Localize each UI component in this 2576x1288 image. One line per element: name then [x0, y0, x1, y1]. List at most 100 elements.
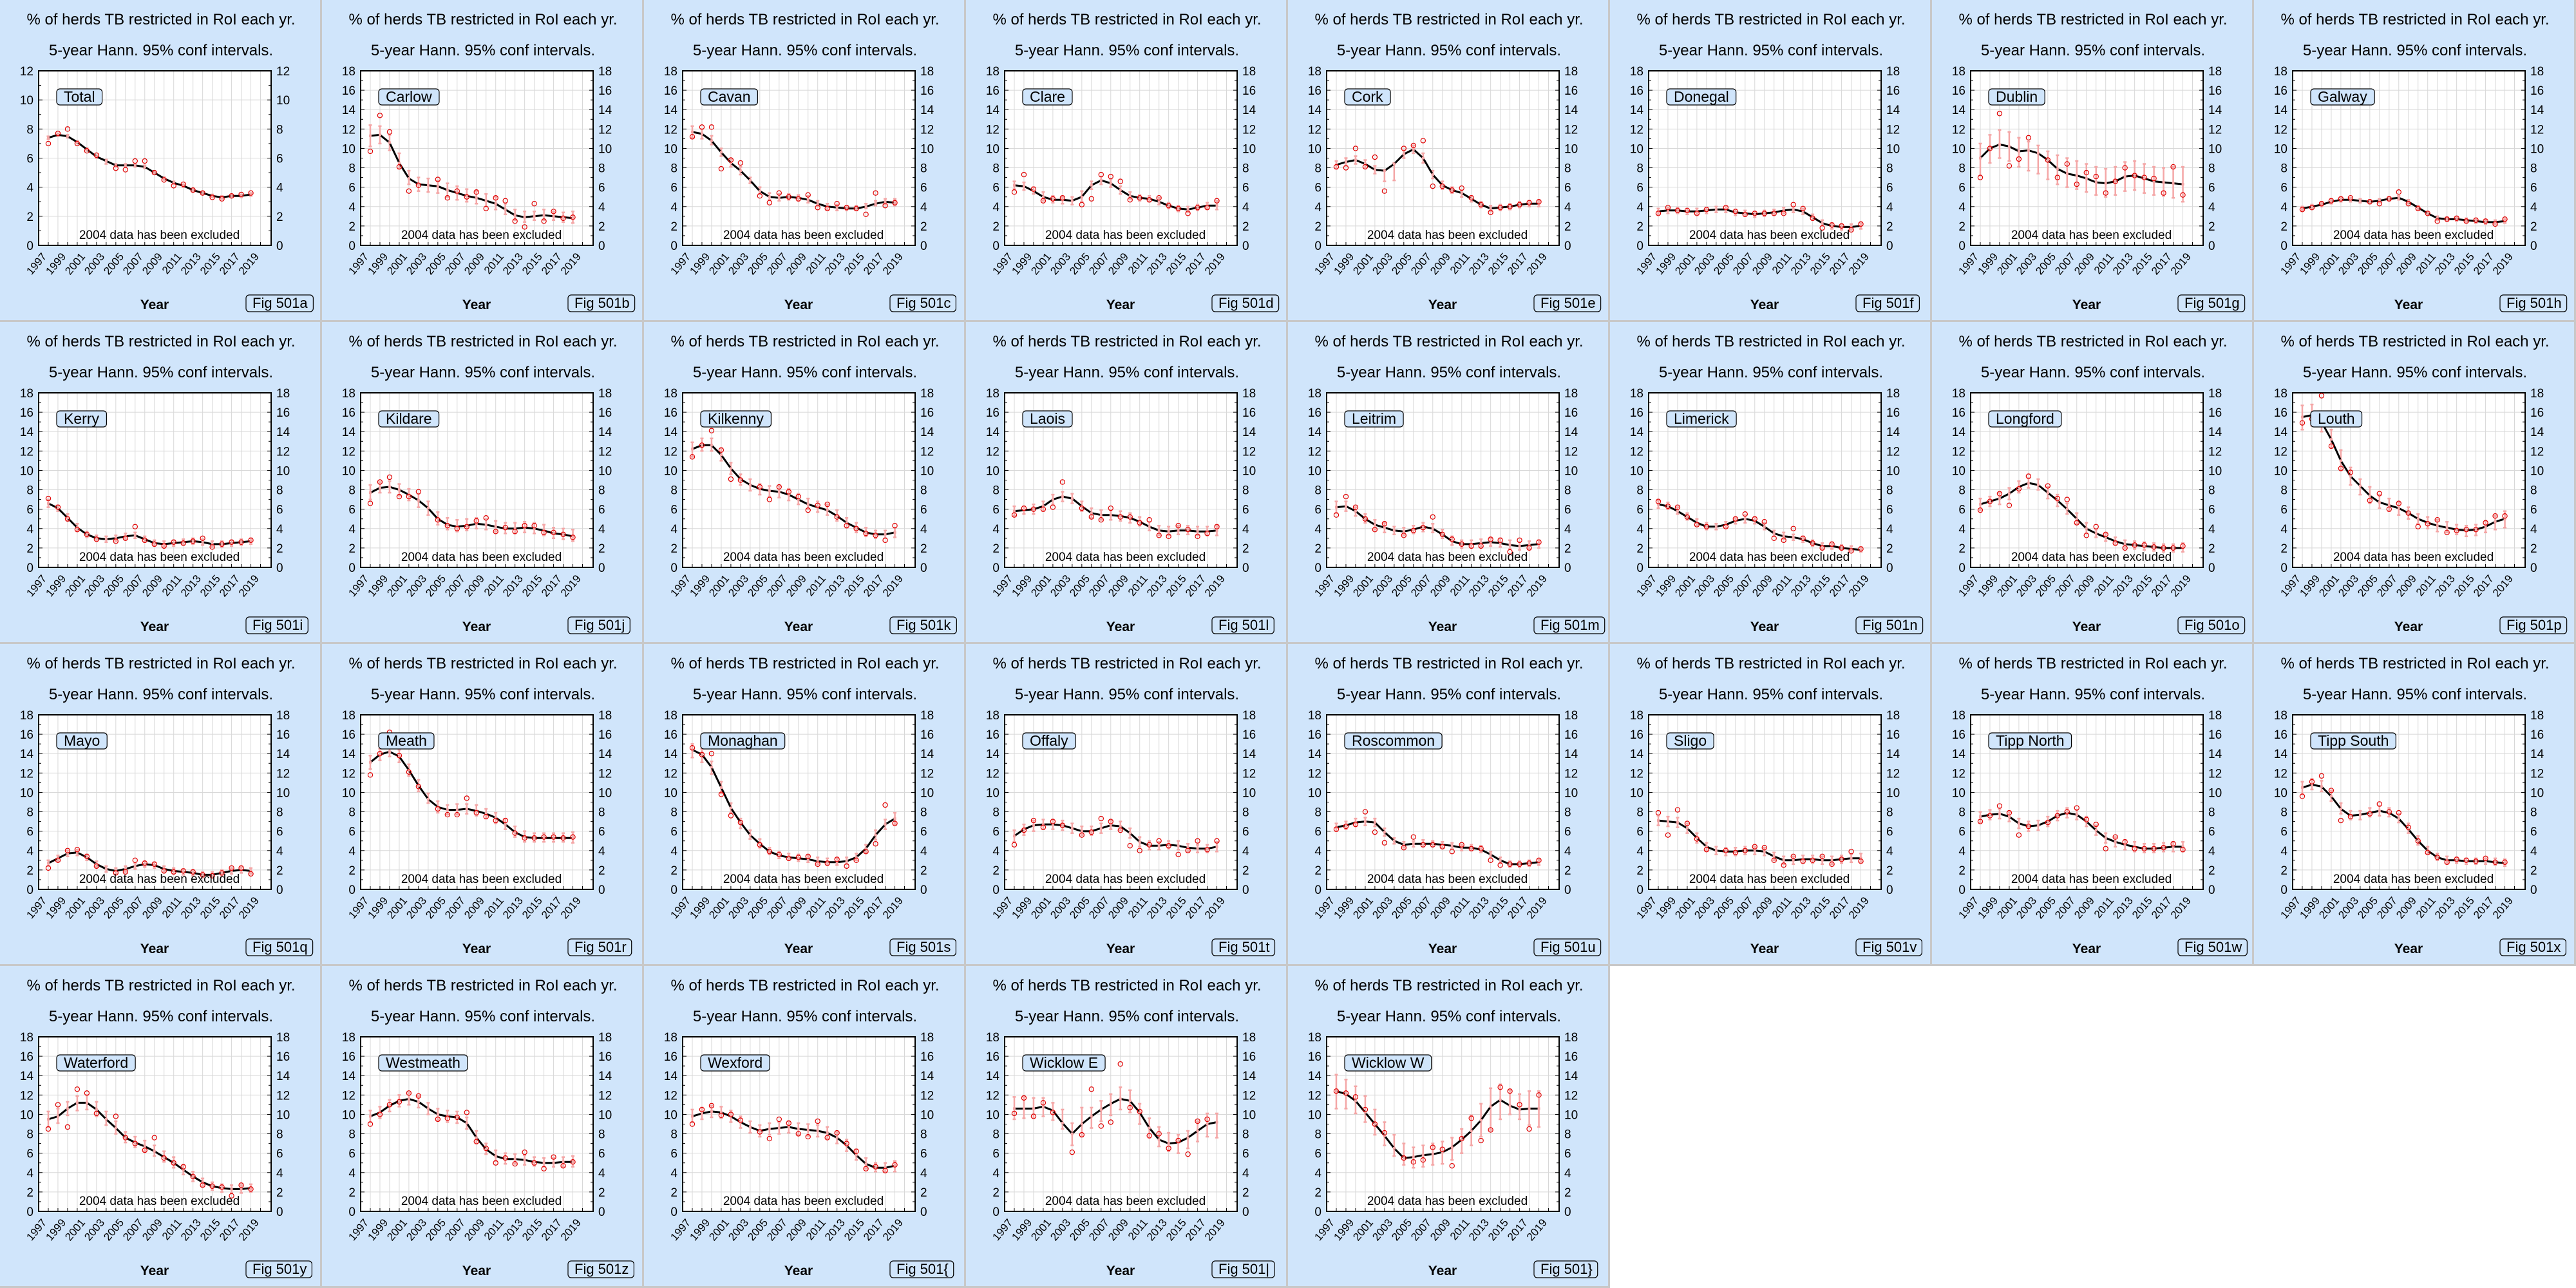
smoothed-point — [768, 850, 771, 853]
y-tick-label-left: 6 — [992, 182, 999, 195]
y-tick-label-right: 10 — [276, 786, 290, 800]
chart-subtitle: 5-year Hann. 95% conf intervals. — [2303, 364, 2527, 381]
y-tick-label-right: 0 — [920, 240, 927, 253]
observed-point — [1694, 522, 1700, 527]
x-axis-label: Year — [140, 620, 169, 634]
y-tick-label-left: 12 — [1308, 123, 1321, 137]
x-tick-label: 2019 — [1202, 573, 1227, 599]
smoothed-point — [797, 857, 800, 860]
x-tick-label: 2003 — [1692, 573, 1717, 599]
observed-point — [151, 861, 157, 867]
figure-number-label: Fig 501o — [2184, 617, 2240, 633]
chart-subtitle: 5-year Hann. 95% conf intervals. — [49, 364, 273, 381]
x-tick-label: 2007 — [1408, 251, 1434, 277]
y-tick-label-left: 16 — [1308, 84, 1321, 98]
observed-point — [1742, 511, 1748, 517]
y-tick-label-left: 0 — [2280, 240, 2287, 253]
smoothed-point — [201, 540, 204, 544]
observed-point — [2122, 545, 2128, 551]
y-tick-label-left: 12 — [1952, 123, 1965, 137]
county-name-label: Total — [64, 88, 95, 105]
y-tick-label-right: 6 — [598, 504, 605, 517]
observed-point — [190, 538, 196, 544]
smoothed-point — [2329, 438, 2333, 441]
y-tick-label-right: 2 — [276, 864, 283, 878]
x-tick-label: 2019 — [558, 573, 583, 599]
smoothed-point — [777, 490, 781, 493]
smoothed-point — [1051, 498, 1054, 501]
y-tick-label-right: 6 — [2208, 504, 2215, 517]
x-tick-label: 2001 — [62, 573, 88, 599]
smoothed-point — [2172, 182, 2175, 185]
smoothed-point — [1148, 525, 1151, 528]
observed-point — [2318, 393, 2325, 399]
y-tick-label-left: 4 — [992, 845, 999, 858]
observed-point — [863, 211, 869, 218]
observed-point — [122, 167, 129, 173]
smoothed-point — [2300, 415, 2304, 419]
observed-point — [396, 493, 402, 500]
x-tick-label: 2001 — [1350, 251, 1376, 277]
figure-number-box — [245, 938, 314, 956]
observed-point — [2367, 497, 2373, 504]
smoothed-point — [513, 831, 516, 834]
smoothed-point — [1528, 202, 1531, 205]
y-tick-label-left: 8 — [26, 484, 33, 498]
smoothed-point — [2104, 182, 2107, 185]
observed-point — [1040, 824, 1046, 830]
observed-point — [570, 535, 576, 540]
y-tick-label-left: 12 — [1308, 445, 1321, 459]
x-tick-label: 2013 — [2432, 573, 2458, 599]
y-tick-label-right: 16 — [598, 406, 612, 420]
y-tick-label-left: 8 — [670, 484, 677, 498]
y-tick-label-left: 12 — [986, 445, 999, 459]
excluded-note: 2004 data has been excluded — [2333, 229, 2494, 242]
smoothed-point — [1840, 225, 1843, 229]
y-tick-label-right: 18 — [920, 387, 934, 401]
excluded-note: 2004 data has been excluded — [1045, 873, 1206, 886]
y-tick-label-left: 8 — [1958, 484, 1965, 498]
y-tick-label-left: 16 — [342, 406, 355, 420]
observed-point — [1166, 533, 1171, 540]
smoothed-point — [1206, 847, 1209, 850]
smoothed-point — [1763, 525, 1766, 528]
chart-svg: % of herds TB restricted in RoI each yr.… — [986, 655, 1276, 956]
y-tick-label-left: 18 — [342, 709, 355, 723]
x-tick-label: 1997 — [24, 573, 49, 599]
x-tick-label: 2015 — [198, 251, 223, 277]
y-tick-label-right: 4 — [1886, 523, 1893, 536]
observed-point — [2180, 192, 2186, 198]
y-tick-label-right: 16 — [1886, 84, 1900, 98]
smoothed-point — [191, 189, 194, 192]
smoothed-point — [484, 199, 488, 202]
smoothed-point — [758, 189, 761, 193]
smoothed-point — [513, 214, 516, 217]
chart-title: % of herds TB restricted in RoI each yr. — [670, 11, 939, 28]
smoothed-point — [748, 484, 752, 487]
x-tick-label: 2001 — [62, 251, 88, 277]
y-tick-label-left: 8 — [26, 806, 33, 820]
observed-point — [1449, 187, 1455, 193]
x-tick-label: 2015 — [520, 573, 545, 599]
observed-point — [122, 869, 129, 875]
y-tick-label-right: 2 — [276, 211, 283, 224]
chart-title: % of herds TB restricted in RoI each yr. — [1314, 333, 1583, 350]
x-tick-label: 2017 — [539, 895, 564, 921]
x-tick-label: 2011 — [804, 895, 828, 920]
x-tick-label: 2007 — [1408, 573, 1434, 599]
smoothed-point — [719, 453, 723, 457]
smoothed-point — [230, 194, 233, 198]
y-tick-label-right: 2 — [2208, 542, 2215, 556]
smoothed-point — [533, 837, 536, 840]
smoothed-point — [1157, 844, 1160, 848]
x-tick-label: 2019 — [2490, 251, 2515, 277]
excluded-note: 2004 data has been excluded — [2011, 229, 2172, 242]
x-tick-label: 2007 — [764, 251, 790, 277]
y-tick-label-left: 2 — [1958, 220, 1965, 234]
smoothed-point — [2075, 517, 2078, 520]
x-tick-label: 2015 — [520, 251, 545, 277]
smoothed-point — [1051, 198, 1054, 202]
y-tick-label-right: 4 — [1242, 523, 1249, 536]
observed-point — [1137, 520, 1142, 526]
